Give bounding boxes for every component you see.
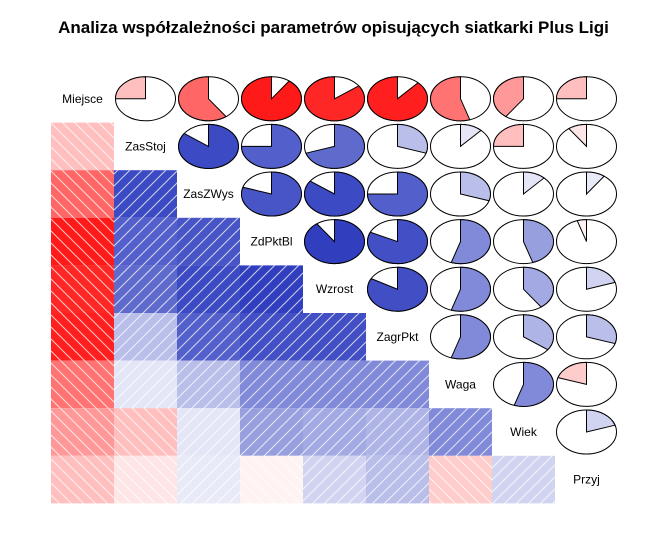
shade-cell-hatch (177, 313, 240, 361)
chart-title: Analiza współzależności parametrów opisu… (58, 18, 609, 37)
pie-slice (450, 219, 491, 265)
pie-slice (397, 123, 428, 154)
shade-cell-hatch (240, 408, 303, 456)
shade-cell-hatch (177, 217, 240, 266)
shade-cell-hatch (429, 408, 492, 456)
pie-slice (460, 171, 491, 202)
pie-slice (304, 219, 365, 265)
pie-slice (178, 76, 227, 122)
shade-cell-hatch (51, 265, 114, 313)
variable-label-miejsce: Miejsce (62, 92, 103, 106)
pie-slice (493, 76, 524, 118)
variable-label-zagrpkt: ZagrPkt (376, 330, 419, 344)
variable-label-zaszwys: ZasZWys (183, 187, 234, 201)
shade-cell-hatch (492, 455, 555, 504)
pie-slice (304, 76, 365, 122)
variable-label-wiek: Wiek (510, 425, 538, 439)
shade-cell-hatch (114, 455, 177, 504)
pie-slice (523, 171, 545, 196)
variable-label-zasstoj: ZasStoj (125, 139, 166, 153)
shade-cell-hatch (114, 265, 177, 313)
pie-slice (576, 219, 587, 242)
pie-slice (450, 314, 491, 360)
shade-cell-hatch (114, 313, 177, 361)
pie-slice (555, 76, 587, 100)
pie-slice (586, 409, 616, 433)
shade-cell-hatch (240, 360, 303, 409)
pie-slice (240, 123, 302, 169)
pie-slice (367, 219, 428, 265)
pie-slice (241, 76, 302, 122)
shade-cell-hatch (303, 360, 366, 409)
pie-slice (241, 171, 302, 217)
shade-cell-hatch (240, 455, 303, 504)
shade-cell-hatch (114, 408, 177, 456)
pie-slice (557, 361, 587, 386)
pie-slice (366, 171, 428, 217)
pie-slice (430, 76, 471, 122)
pie-slice (305, 123, 365, 169)
pie-slice (513, 361, 554, 407)
shade-cell-hatch (177, 408, 240, 456)
pie-slice (367, 76, 428, 122)
variable-label-wzrost: Wzrost (316, 282, 354, 296)
shade-cell-hatch (51, 313, 114, 361)
shade-cell-hatch (51, 408, 114, 456)
pie-slice (450, 266, 491, 312)
shade-cell-hatch (366, 360, 429, 409)
shade-cell-hatch (51, 217, 114, 266)
shade-cell-hatch (51, 455, 114, 504)
variable-label-waga: Waga (445, 377, 476, 391)
pie-slice (178, 123, 239, 169)
pie-slice (523, 314, 554, 351)
pie-slice (523, 219, 554, 264)
variable-label-przyj: Przyj (573, 473, 600, 487)
shade-cell-hatch (51, 170, 114, 218)
pie-slice (586, 314, 617, 345)
shade-cell-hatch (366, 455, 429, 504)
shade-cell-hatch (51, 122, 114, 171)
shade-cell-hatch (114, 360, 177, 409)
shade-cell-hatch (303, 455, 366, 504)
pie-slice (492, 123, 524, 147)
shade-cell-hatch (366, 408, 429, 456)
variable-label-zdpktbl: ZdPktBl (250, 235, 292, 249)
pie-slice (523, 266, 554, 308)
shade-cell-hatch (240, 265, 303, 313)
shade-cell-hatch (177, 360, 240, 409)
pie-slice (114, 76, 146, 100)
shade-cell-hatch (114, 217, 177, 266)
shade-cell-hatch (177, 265, 240, 313)
pie-slice (586, 266, 616, 290)
pie-slice (568, 123, 587, 148)
pie-slice (304, 171, 365, 217)
pie-slice (367, 266, 428, 312)
shade-cell-hatch (303, 408, 366, 456)
pie-slice (586, 171, 605, 196)
shade-cell-hatch (177, 455, 240, 504)
shade-cell-hatch (429, 455, 492, 504)
shade-cell-hatch (114, 170, 177, 218)
shade-cell-hatch (240, 313, 303, 361)
pie-slice (460, 123, 482, 148)
shade-cell-hatch (51, 360, 114, 409)
shade-cell-hatch (303, 313, 366, 361)
